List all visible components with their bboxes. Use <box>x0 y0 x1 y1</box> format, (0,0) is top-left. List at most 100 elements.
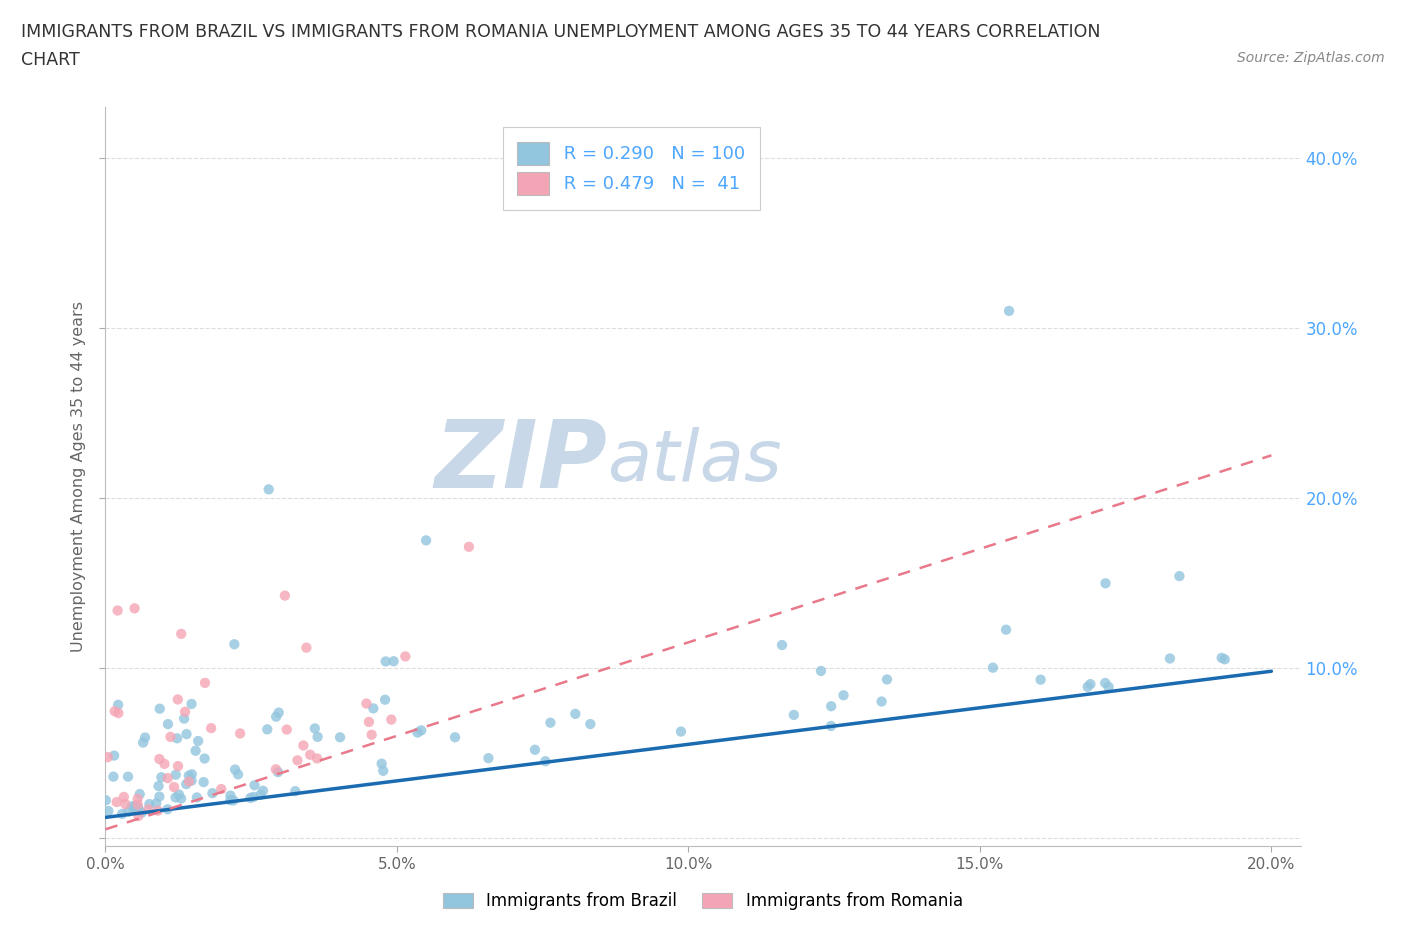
Point <box>125 798 148 813</box>
Point <box>166 731 188 746</box>
Point <box>249 788 271 803</box>
Point <box>832 688 855 703</box>
Point <box>995 622 1018 637</box>
Point <box>783 708 806 723</box>
Point <box>219 788 242 803</box>
Point <box>112 790 135 804</box>
Point <box>103 769 125 784</box>
Point <box>380 712 402 727</box>
Point <box>523 742 546 757</box>
Point <box>820 698 842 713</box>
Point <box>284 784 307 799</box>
Point <box>444 730 467 745</box>
Point <box>111 806 134 821</box>
Point <box>122 801 145 816</box>
Point <box>307 729 329 744</box>
Point <box>167 787 190 802</box>
Point <box>148 790 170 804</box>
Point <box>292 738 315 753</box>
Point <box>998 303 1021 318</box>
Point <box>107 706 129 721</box>
Point <box>810 663 832 678</box>
Point <box>148 778 170 793</box>
Point <box>534 754 557 769</box>
Point <box>180 767 202 782</box>
Point <box>876 672 898 687</box>
Point <box>94 792 117 807</box>
Point <box>177 768 200 783</box>
Point <box>156 771 179 786</box>
Point <box>97 750 120 764</box>
Point <box>579 717 602 732</box>
Point <box>356 696 378 711</box>
Point <box>243 777 266 792</box>
Point <box>1159 651 1181 666</box>
Point <box>114 797 136 812</box>
Point <box>107 698 129 712</box>
Point <box>267 705 290 720</box>
Point <box>1097 680 1119 695</box>
Point <box>127 808 149 823</box>
Point <box>820 719 842 734</box>
Point <box>107 603 129 618</box>
Point <box>117 769 139 784</box>
Point <box>242 790 264 804</box>
Point <box>148 751 170 766</box>
Point <box>145 796 167 811</box>
Legend: Immigrants from Brazil, Immigrants from Romania: Immigrants from Brazil, Immigrants from … <box>436 885 970 917</box>
Point <box>173 711 195 726</box>
Text: ZIP: ZIP <box>434 416 607 508</box>
Point <box>1029 672 1052 687</box>
Point <box>415 533 437 548</box>
Point <box>870 694 893 709</box>
Point <box>138 797 160 812</box>
Point <box>1168 568 1191 583</box>
Point <box>156 717 179 732</box>
Point <box>104 704 127 719</box>
Point <box>136 802 159 817</box>
Point <box>127 801 149 816</box>
Text: IMMIGRANTS FROM BRAZIL VS IMMIGRANTS FROM ROMANIA UNEMPLOYMENT AMONG AGES 35 TO : IMMIGRANTS FROM BRAZIL VS IMMIGRANTS FRO… <box>21 23 1101 41</box>
Point <box>103 748 125 763</box>
Point <box>163 779 186 794</box>
Point <box>159 729 181 744</box>
Point <box>194 675 217 690</box>
Point <box>239 790 262 805</box>
Point <box>105 794 128 809</box>
Point <box>134 730 156 745</box>
Point <box>669 724 692 739</box>
Point <box>252 783 274 798</box>
Point <box>1077 680 1099 695</box>
Point <box>193 775 215 790</box>
Point <box>128 787 150 802</box>
Y-axis label: Unemployment Among Ages 35 to 44 years: Unemployment Among Ages 35 to 44 years <box>72 301 86 652</box>
Point <box>382 654 405 669</box>
Point <box>167 759 190 774</box>
Point <box>981 660 1004 675</box>
Point <box>229 726 252 741</box>
Point <box>295 640 318 655</box>
Point <box>411 723 433 737</box>
Point <box>267 764 290 779</box>
Point <box>305 751 328 766</box>
Point <box>219 792 242 807</box>
Point <box>1213 652 1236 667</box>
Point <box>174 704 197 719</box>
Point <box>165 790 187 805</box>
Point <box>477 751 499 765</box>
Point <box>360 727 382 742</box>
Point <box>97 804 120 818</box>
Point <box>186 790 208 804</box>
Point <box>1094 675 1116 690</box>
Point <box>264 710 287 724</box>
Text: CHART: CHART <box>21 51 80 69</box>
Point <box>394 649 416 664</box>
Point <box>538 715 561 730</box>
Point <box>209 781 232 796</box>
Point <box>224 762 246 777</box>
Point <box>121 799 143 814</box>
Point <box>131 805 153 820</box>
Point <box>458 539 481 554</box>
Point <box>357 714 380 729</box>
Point <box>274 588 297 603</box>
